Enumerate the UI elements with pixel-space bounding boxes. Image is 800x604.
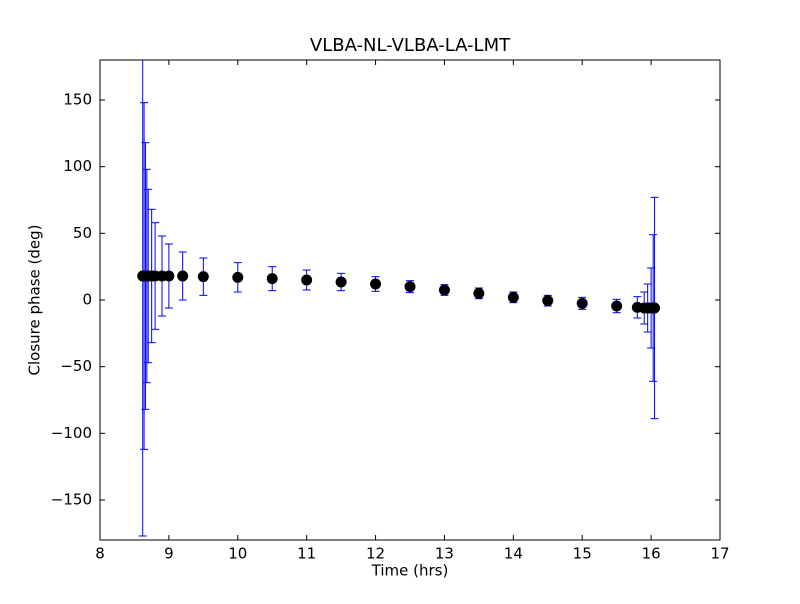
y-tick-label: 0 [82,291,92,309]
x-tick-label: 12 [366,545,385,563]
data-point [576,297,588,309]
data-point [266,273,278,285]
x-tick-label: 16 [642,545,661,563]
x-tick-label: 15 [573,545,592,563]
chart-title: VLBA-NL-VLBA-LA-LMT [310,35,511,56]
data-point [542,295,554,307]
data-point [335,276,347,288]
x-tick-label: 11 [297,545,316,563]
data-point [473,287,485,299]
data-point [197,271,209,283]
x-axis-label: Time (hrs) [371,562,449,580]
data-point [177,270,189,282]
data-point [507,291,519,303]
y-tick-label: −100 [51,424,92,442]
y-tick-label: 50 [73,224,92,242]
y-tick-label: 100 [63,157,92,175]
data-point [611,300,623,312]
data-point [649,302,661,314]
data-point [404,281,416,293]
data-point [163,270,175,282]
x-tick-label: 13 [435,545,454,563]
y-axis-label: Closure phase (deg) [26,225,44,376]
data-point [232,271,244,283]
data-point [301,274,313,286]
y-tick-label: −150 [51,491,92,509]
data-point [370,278,382,290]
y-tick-label: −50 [60,357,92,375]
y-tick-label: 150 [63,91,92,109]
x-tick-label: 9 [164,545,174,563]
x-tick-label: 17 [710,545,729,563]
x-tick-label: 8 [95,545,105,563]
x-tick-label: 10 [228,545,247,563]
plot-area [137,60,661,537]
data-point [438,284,450,296]
x-tick-label: 14 [504,545,523,563]
